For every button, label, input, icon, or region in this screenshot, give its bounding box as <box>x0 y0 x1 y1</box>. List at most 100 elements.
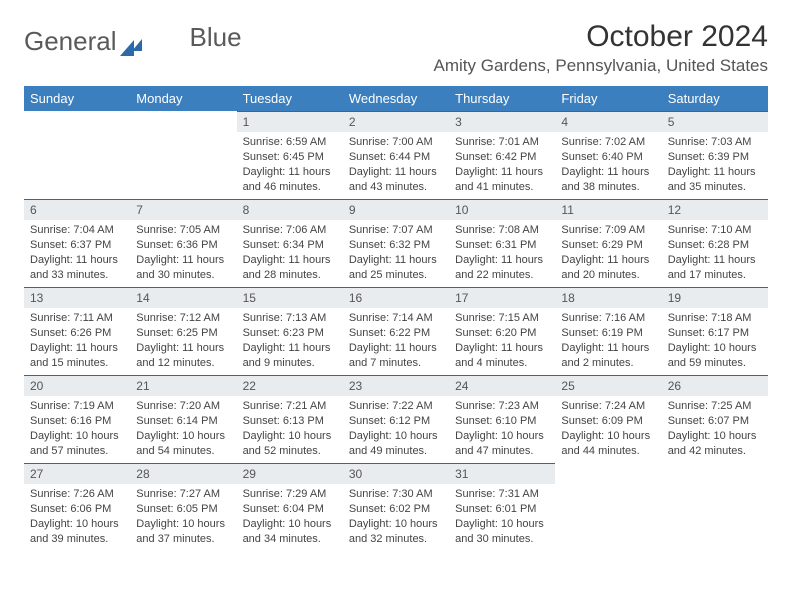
calendar-day-cell: 29Sunrise: 7:29 AMSunset: 6:04 PMDayligh… <box>237 463 343 551</box>
sunset-text: Sunset: 6:01 PM <box>455 502 549 517</box>
calendar-body: 1Sunrise: 6:59 AMSunset: 6:45 PMDaylight… <box>24 111 768 551</box>
calendar-day-cell: 2Sunrise: 7:00 AMSunset: 6:44 PMDaylight… <box>343 111 449 199</box>
sunrise-text: Sunrise: 7:02 AM <box>561 135 655 150</box>
day-details: Sunrise: 7:10 AMSunset: 6:28 PMDaylight:… <box>662 220 768 286</box>
day-number: 13 <box>24 287 130 308</box>
day-details: Sunrise: 7:12 AMSunset: 6:25 PMDaylight:… <box>130 308 236 374</box>
sunset-text: Sunset: 6:22 PM <box>349 326 443 341</box>
daylight-text: Daylight: 11 hours and 33 minutes. <box>30 253 124 283</box>
daylight-text: Daylight: 11 hours and 41 minutes. <box>455 165 549 195</box>
day-details: Sunrise: 7:20 AMSunset: 6:14 PMDaylight:… <box>130 396 236 462</box>
weekday-header: Thursday <box>449 86 555 111</box>
day-number: 23 <box>343 375 449 396</box>
sunrise-text: Sunrise: 7:21 AM <box>243 399 337 414</box>
calendar-day-cell: 6Sunrise: 7:04 AMSunset: 6:37 PMDaylight… <box>24 199 130 287</box>
daylight-text: Daylight: 11 hours and 20 minutes. <box>561 253 655 283</box>
sunrise-text: Sunrise: 7:20 AM <box>136 399 230 414</box>
calendar-day-cell: 12Sunrise: 7:10 AMSunset: 6:28 PMDayligh… <box>662 199 768 287</box>
weekday-header: Sunday <box>24 86 130 111</box>
day-number: 27 <box>24 463 130 484</box>
calendar-day-cell: 8Sunrise: 7:06 AMSunset: 6:34 PMDaylight… <box>237 199 343 287</box>
sunset-text: Sunset: 6:13 PM <box>243 414 337 429</box>
sunrise-text: Sunrise: 7:04 AM <box>30 223 124 238</box>
calendar-day-cell: 10Sunrise: 7:08 AMSunset: 6:31 PMDayligh… <box>449 199 555 287</box>
sunset-text: Sunset: 6:05 PM <box>136 502 230 517</box>
day-number: 25 <box>555 375 661 396</box>
daylight-text: Daylight: 11 hours and 12 minutes. <box>136 341 230 371</box>
day-number: 24 <box>449 375 555 396</box>
calendar-day-cell: 13Sunrise: 7:11 AMSunset: 6:26 PMDayligh… <box>24 287 130 375</box>
day-number: 14 <box>130 287 236 308</box>
daylight-text: Daylight: 11 hours and 2 minutes. <box>561 341 655 371</box>
weekday-header: Saturday <box>662 86 768 111</box>
day-number: 7 <box>130 199 236 220</box>
day-number: 11 <box>555 199 661 220</box>
sunrise-text: Sunrise: 7:14 AM <box>349 311 443 326</box>
sunrise-text: Sunrise: 7:01 AM <box>455 135 549 150</box>
day-number: 21 <box>130 375 236 396</box>
day-number: 9 <box>343 199 449 220</box>
calendar-day-cell: 7Sunrise: 7:05 AMSunset: 6:36 PMDaylight… <box>130 199 236 287</box>
sunrise-text: Sunrise: 7:27 AM <box>136 487 230 502</box>
daylight-text: Daylight: 10 hours and 42 minutes. <box>668 429 762 459</box>
logo-text-general: General <box>24 26 117 57</box>
sunrise-text: Sunrise: 7:31 AM <box>455 487 549 502</box>
location-text: Amity Gardens, Pennsylvania, United Stat… <box>434 56 769 76</box>
daylight-text: Daylight: 11 hours and 35 minutes. <box>668 165 762 195</box>
calendar-day-cell: 27Sunrise: 7:26 AMSunset: 6:06 PMDayligh… <box>24 463 130 551</box>
sunrise-text: Sunrise: 7:07 AM <box>349 223 443 238</box>
day-details: Sunrise: 7:31 AMSunset: 6:01 PMDaylight:… <box>449 484 555 550</box>
daylight-text: Daylight: 11 hours and 4 minutes. <box>455 341 549 371</box>
calendar-empty-cell <box>555 463 661 551</box>
daylight-text: Daylight: 10 hours and 47 minutes. <box>455 429 549 459</box>
day-number: 19 <box>662 287 768 308</box>
day-number: 20 <box>24 375 130 396</box>
sunset-text: Sunset: 6:17 PM <box>668 326 762 341</box>
daylight-text: Daylight: 10 hours and 49 minutes. <box>349 429 443 459</box>
day-number: 28 <box>130 463 236 484</box>
calendar-day-cell: 25Sunrise: 7:24 AMSunset: 6:09 PMDayligh… <box>555 375 661 463</box>
sunset-text: Sunset: 6:02 PM <box>349 502 443 517</box>
day-details: Sunrise: 7:22 AMSunset: 6:12 PMDaylight:… <box>343 396 449 462</box>
weekday-header: Tuesday <box>237 86 343 111</box>
calendar-day-cell: 30Sunrise: 7:30 AMSunset: 6:02 PMDayligh… <box>343 463 449 551</box>
sunset-text: Sunset: 6:14 PM <box>136 414 230 429</box>
sunset-text: Sunset: 6:40 PM <box>561 150 655 165</box>
daylight-text: Daylight: 11 hours and 9 minutes. <box>243 341 337 371</box>
weekday-header: Friday <box>555 86 661 111</box>
daylight-text: Daylight: 11 hours and 17 minutes. <box>668 253 762 283</box>
day-details: Sunrise: 7:21 AMSunset: 6:13 PMDaylight:… <box>237 396 343 462</box>
calendar-day-cell: 19Sunrise: 7:18 AMSunset: 6:17 PMDayligh… <box>662 287 768 375</box>
weekday-header: Monday <box>130 86 236 111</box>
calendar-week-row: 27Sunrise: 7:26 AMSunset: 6:06 PMDayligh… <box>24 463 768 551</box>
sunrise-text: Sunrise: 7:12 AM <box>136 311 230 326</box>
day-number: 22 <box>237 375 343 396</box>
calendar-day-cell: 5Sunrise: 7:03 AMSunset: 6:39 PMDaylight… <box>662 111 768 199</box>
day-details: Sunrise: 7:26 AMSunset: 6:06 PMDaylight:… <box>24 484 130 550</box>
sunset-text: Sunset: 6:09 PM <box>561 414 655 429</box>
day-details: Sunrise: 7:09 AMSunset: 6:29 PMDaylight:… <box>555 220 661 286</box>
sunset-text: Sunset: 6:07 PM <box>668 414 762 429</box>
calendar-day-cell: 9Sunrise: 7:07 AMSunset: 6:32 PMDaylight… <box>343 199 449 287</box>
calendar-day-cell: 16Sunrise: 7:14 AMSunset: 6:22 PMDayligh… <box>343 287 449 375</box>
sunrise-text: Sunrise: 7:25 AM <box>668 399 762 414</box>
sunset-text: Sunset: 6:37 PM <box>30 238 124 253</box>
day-details: Sunrise: 7:29 AMSunset: 6:04 PMDaylight:… <box>237 484 343 550</box>
sunrise-text: Sunrise: 7:03 AM <box>668 135 762 150</box>
daylight-text: Daylight: 11 hours and 46 minutes. <box>243 165 337 195</box>
sunset-text: Sunset: 6:39 PM <box>668 150 762 165</box>
day-details: Sunrise: 7:14 AMSunset: 6:22 PMDaylight:… <box>343 308 449 374</box>
sunrise-text: Sunrise: 7:18 AM <box>668 311 762 326</box>
sunrise-text: Sunrise: 7:26 AM <box>30 487 124 502</box>
day-details: Sunrise: 7:08 AMSunset: 6:31 PMDaylight:… <box>449 220 555 286</box>
day-number: 8 <box>237 199 343 220</box>
day-details: Sunrise: 7:27 AMSunset: 6:05 PMDaylight:… <box>130 484 236 550</box>
sunrise-text: Sunrise: 7:00 AM <box>349 135 443 150</box>
day-details: Sunrise: 7:16 AMSunset: 6:19 PMDaylight:… <box>555 308 661 374</box>
calendar-empty-cell <box>130 111 236 199</box>
calendar-day-cell: 15Sunrise: 7:13 AMSunset: 6:23 PMDayligh… <box>237 287 343 375</box>
day-details: Sunrise: 7:02 AMSunset: 6:40 PMDaylight:… <box>555 132 661 198</box>
sunset-text: Sunset: 6:19 PM <box>561 326 655 341</box>
sunset-text: Sunset: 6:44 PM <box>349 150 443 165</box>
day-number: 1 <box>237 111 343 132</box>
